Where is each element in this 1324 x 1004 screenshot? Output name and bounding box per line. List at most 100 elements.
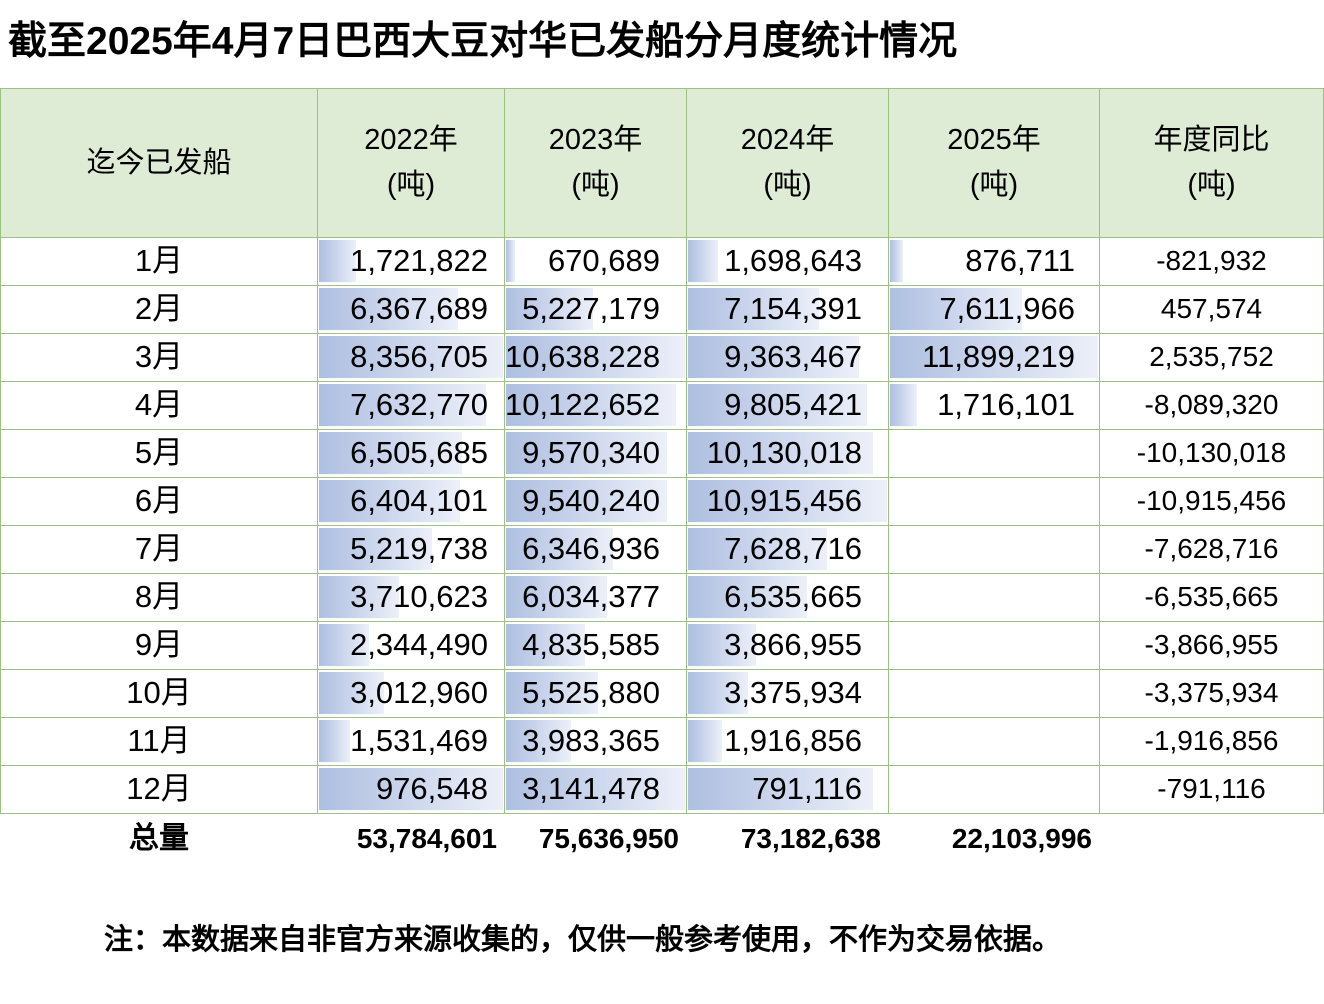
- data-bar: [506, 384, 676, 426]
- yoy-cell: -1,916,856: [1100, 718, 1324, 766]
- value-cell-2025: [889, 622, 1100, 670]
- table-row: 3月 8,356,705 10,638,228 9,363,467 11,899,219…: [0, 334, 1324, 382]
- month-cell: 7月: [0, 526, 318, 574]
- cell-value: 6,535,665: [724, 579, 862, 614]
- month-cell: 3月: [0, 334, 318, 382]
- data-bar: [319, 432, 463, 474]
- yoy-cell: -10,130,018: [1100, 430, 1324, 478]
- value-cell-2023: 10,638,228: [505, 334, 687, 382]
- data-bar: [890, 240, 903, 282]
- header-unit-label: (吨): [1187, 169, 1236, 201]
- table-row: 1月 1,721,822 670,689 1,698,643 876,711 -821,9…: [0, 238, 1324, 286]
- value-cell-2025: 1,716,101: [889, 382, 1100, 430]
- cell-value: 791,116: [752, 771, 862, 806]
- data-bar: [688, 576, 807, 618]
- header-year-label: 2024年: [740, 124, 835, 157]
- header-unit-label: (吨): [386, 169, 436, 201]
- shipment-table: 迄今已发船 2022年 (吨) 2023年 (吨) 2024年 (吨) 2025…: [0, 88, 1324, 866]
- cell-value: 3,141,478: [522, 771, 660, 806]
- cell-value: 9,805,421: [724, 387, 862, 422]
- value-cell-2025: [889, 718, 1100, 766]
- month-cell: 2月: [0, 286, 318, 334]
- month-cell: 12月: [0, 766, 318, 814]
- table-row: 12月 976,548 3,141,478 791,116 -791,116: [0, 766, 1324, 814]
- cell-value: 9,363,467: [724, 339, 862, 374]
- footnote: 注：本数据来自非官方来源收集的，仅供一般参考使用，不作为交易依据。: [104, 924, 1062, 956]
- total-row: 总量 53,784,601 75,636,950 73,182,638 22,1…: [0, 814, 1324, 866]
- value-cell-2022: 8,356,705: [318, 334, 505, 382]
- value-cell-2022: 2,344,490: [318, 622, 505, 670]
- value-cell-2024: 791,116: [687, 766, 889, 814]
- data-bar: [688, 672, 749, 714]
- data-bar: [890, 336, 1098, 378]
- value-cell-2025: 11,899,219: [889, 334, 1100, 382]
- value-cell-2023: 10,122,652: [505, 382, 687, 430]
- value-cell-2023: 3,141,478: [505, 766, 687, 814]
- value-cell-2024: 1,698,643: [687, 238, 889, 286]
- data-bar: [688, 432, 873, 474]
- value-cell-2025: 876,711: [889, 238, 1100, 286]
- month-cell: 11月: [0, 718, 318, 766]
- data-bar: [688, 336, 859, 378]
- value-cell-2023: 5,525,880: [505, 670, 687, 718]
- value-cell-2024: 3,375,934: [687, 670, 889, 718]
- cell-value: 9,540,240: [522, 483, 660, 518]
- cell-value: 6,034,377: [522, 579, 660, 614]
- month-cell: 8月: [0, 574, 318, 622]
- value-cell-2022: 7,632,770: [318, 382, 505, 430]
- cell-value: 876,711: [965, 243, 1075, 278]
- value-cell-2024: 7,154,391: [687, 286, 889, 334]
- month-cell: 1月: [0, 238, 318, 286]
- data-bar: [688, 720, 723, 762]
- value-cell-2022: 3,012,960: [318, 670, 505, 718]
- value-cell-2025: [889, 766, 1100, 814]
- cell-value: 6,404,101: [350, 483, 488, 518]
- data-bar: [319, 384, 487, 426]
- value-cell-2023: 6,034,377: [505, 574, 687, 622]
- yoy-cell: -10,915,456: [1100, 478, 1324, 526]
- table-body: 1月 1,721,822 670,689 1,698,643 876,711 -821,9…: [0, 238, 1324, 814]
- data-bar: [506, 720, 571, 762]
- header-year-label: 2025年: [947, 124, 1041, 157]
- yoy-cell: -3,375,934: [1100, 670, 1324, 718]
- value-cell-2025: 7,611,966: [889, 286, 1100, 334]
- data-bar: [890, 384, 918, 426]
- data-bar: [319, 672, 384, 714]
- cell-value: 7,154,391: [724, 291, 862, 326]
- data-bar: [688, 384, 867, 426]
- value-cell-2023: 6,346,936: [505, 526, 687, 574]
- header-cell-yoy: 年度同比 (吨): [1100, 88, 1324, 238]
- value-cell-2025: [889, 478, 1100, 526]
- data-bar: [319, 624, 370, 666]
- data-bar: [506, 624, 586, 666]
- value-cell-2022: 6,367,689: [318, 286, 505, 334]
- value-cell-2024: 6,535,665: [687, 574, 889, 622]
- data-bar: [319, 768, 503, 810]
- yoy-cell: -7,628,716: [1100, 526, 1324, 574]
- cell-value: 7,632,770: [350, 387, 488, 422]
- value-cell-2022: 5,219,738: [318, 526, 505, 574]
- cell-value: 3,012,960: [350, 675, 488, 710]
- data-bar: [506, 240, 515, 282]
- data-bar: [506, 672, 599, 714]
- header-cell-2023: 2023年 (吨): [505, 88, 687, 238]
- header-cell-2025: 2025年 (吨): [889, 88, 1100, 238]
- data-bar: [319, 480, 461, 522]
- cell-value: 1,531,469: [350, 723, 488, 758]
- header-year-label: 2023年: [548, 124, 643, 157]
- data-bar: [319, 288, 459, 330]
- table-row: 8月 3,710,623 6,034,377 6,535,665 -6,535,665: [0, 574, 1324, 622]
- table-row: 5月 6,505,685 9,570,340 10,130,018 -10,130,01…: [0, 430, 1324, 478]
- data-bar: [688, 480, 887, 522]
- value-cell-2024: 3,866,955: [687, 622, 889, 670]
- total-cell-2024: 73,182,638: [740, 823, 881, 854]
- table-header-row: 迄今已发船 2022年 (吨) 2023年 (吨) 2024年 (吨) 2025…: [0, 88, 1324, 238]
- data-bar: [688, 768, 873, 810]
- cell-value: 1,721,822: [350, 243, 488, 278]
- data-bar: [688, 288, 819, 330]
- value-cell-2022: 3,710,623: [318, 574, 505, 622]
- value-cell-2023: 9,540,240: [505, 478, 687, 526]
- header-unit-label: (吨): [969, 169, 1019, 201]
- value-cell-2024: 1,916,856: [687, 718, 889, 766]
- value-cell-2025: [889, 670, 1100, 718]
